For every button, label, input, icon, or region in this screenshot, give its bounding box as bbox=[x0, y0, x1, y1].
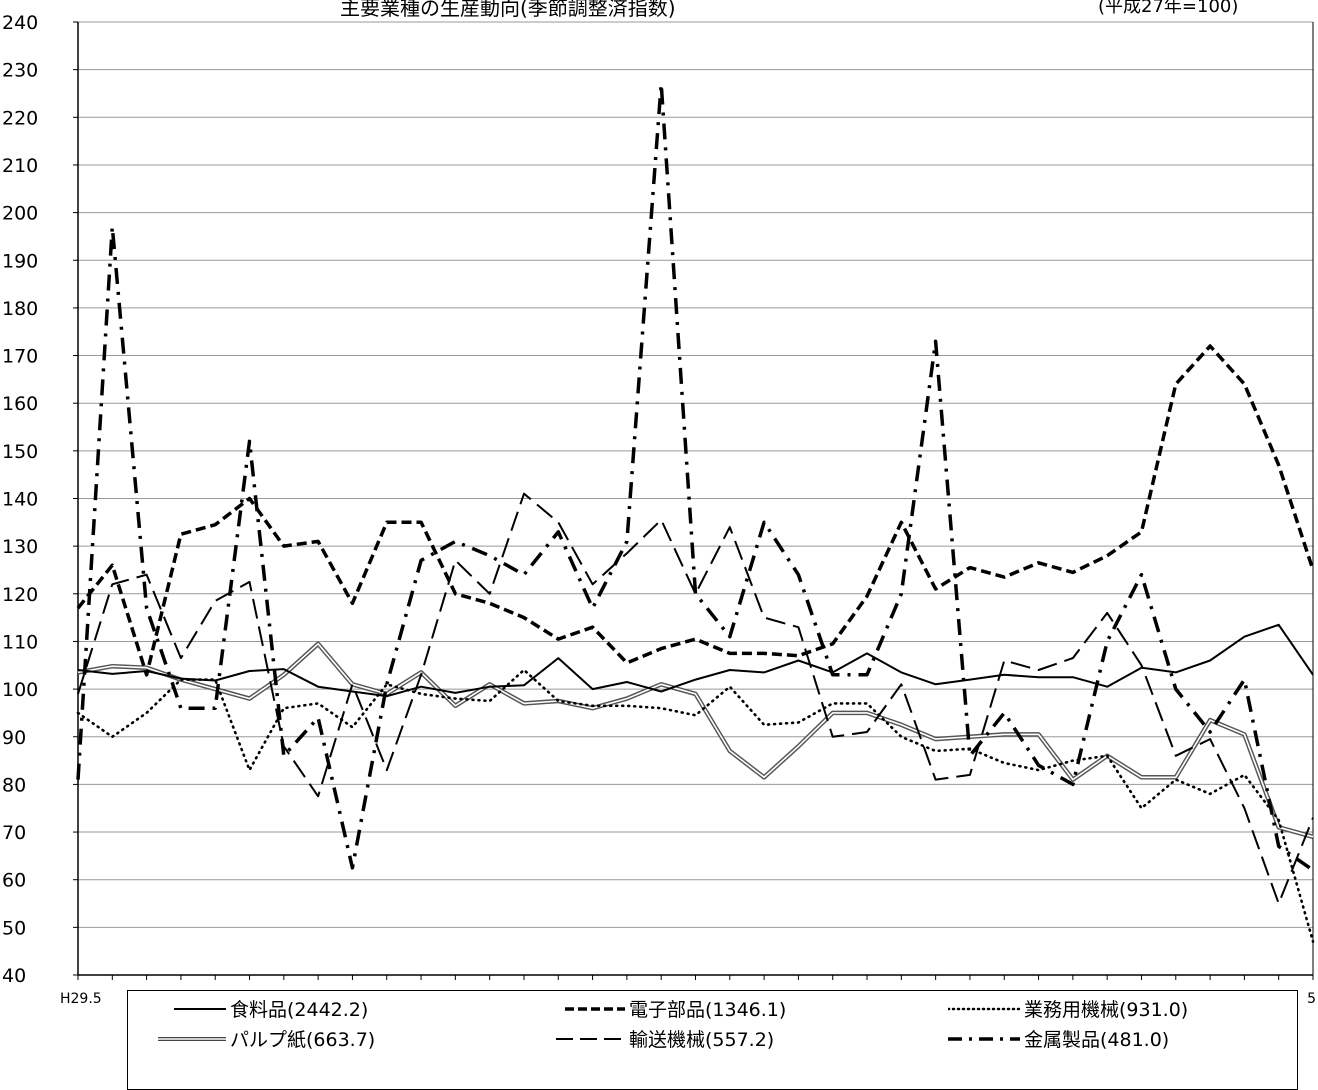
legend-label: 金属製品(481.0) bbox=[1024, 1029, 1170, 1051]
legend-item-metal-products: 金属製品(481.0) bbox=[948, 1025, 1169, 1052]
series-line-5 bbox=[76, 82, 1315, 872]
legend-swatch-double bbox=[158, 1036, 226, 1041]
y-tick-label: 50 bbox=[2, 917, 26, 939]
legend-label: 電子部品(1346.1) bbox=[629, 999, 787, 1021]
unit-note: (平成27年=100) bbox=[1098, 0, 1239, 17]
y-tick-label: 80 bbox=[2, 774, 26, 796]
x-tick-label: 5 bbox=[1307, 991, 1316, 1007]
y-tick-label: 200 bbox=[2, 203, 38, 225]
y-tick-label: 190 bbox=[2, 250, 38, 272]
y-tick-label: 40 bbox=[2, 965, 26, 987]
y-tick-label: 180 bbox=[2, 298, 38, 320]
series-line-3 bbox=[77, 641, 1314, 839]
legend-item-food: 食料品(2442.2) bbox=[174, 995, 368, 1022]
legend-item-transport-machinery: 輸送機械(557.2) bbox=[556, 1025, 774, 1052]
legend-swatch-solid bbox=[174, 1007, 226, 1010]
legend-item-business-machinery: 業務用機械(931.0) bbox=[948, 995, 1188, 1022]
legend-label: 食料品(2442.2) bbox=[230, 999, 369, 1021]
legend-item-electronic-parts: 電子部品(1346.1) bbox=[565, 995, 786, 1022]
y-tick-label: 90 bbox=[2, 727, 26, 749]
y-tick-label: 170 bbox=[2, 346, 38, 368]
x-tick-label: H29.5 bbox=[60, 991, 102, 1007]
legend-swatch-dash bbox=[565, 1006, 625, 1011]
y-tick-label: 220 bbox=[2, 107, 38, 129]
y-tick-label: 120 bbox=[2, 584, 38, 606]
y-tick-label: 210 bbox=[2, 155, 38, 177]
legend: 食料品(2442.2) 電子部品(1346.1) 業務用機械(931.0) パル… bbox=[127, 990, 1298, 1090]
legend-swatch-dashdot bbox=[948, 1036, 1020, 1041]
y-tick-label: 140 bbox=[2, 489, 38, 511]
series-line-3-inner bbox=[77, 642, 1314, 838]
series-line-0 bbox=[77, 623, 1314, 698]
legend-label: 輸送機械(557.2) bbox=[629, 1029, 775, 1051]
y-tick-label: 100 bbox=[2, 679, 38, 701]
y-tick-label: 70 bbox=[2, 822, 26, 844]
y-tick-label: 230 bbox=[2, 60, 38, 82]
y-tick-label: 150 bbox=[2, 441, 38, 463]
y-tick-label: 240 bbox=[2, 12, 38, 34]
legend-swatch-dot bbox=[948, 1007, 1020, 1010]
series-line-2 bbox=[76, 668, 1315, 943]
y-tick-label: 60 bbox=[2, 870, 26, 892]
series-line-1 bbox=[76, 344, 1315, 677]
legend-label: 業務用機械(931.0) bbox=[1024, 999, 1189, 1021]
legend-item-pulp-paper: パルプ紙(663.7) bbox=[158, 1025, 375, 1052]
y-tick-label: 160 bbox=[2, 393, 38, 415]
y-tick-label: 110 bbox=[2, 631, 38, 653]
chart-title: 主要業種の生産動向(季節調整済指数) bbox=[340, 0, 676, 20]
legend-label: パルプ紙(663.7) bbox=[230, 1029, 376, 1051]
legend-swatch-longdash bbox=[556, 1037, 625, 1040]
y-tick-label: 130 bbox=[2, 536, 38, 558]
